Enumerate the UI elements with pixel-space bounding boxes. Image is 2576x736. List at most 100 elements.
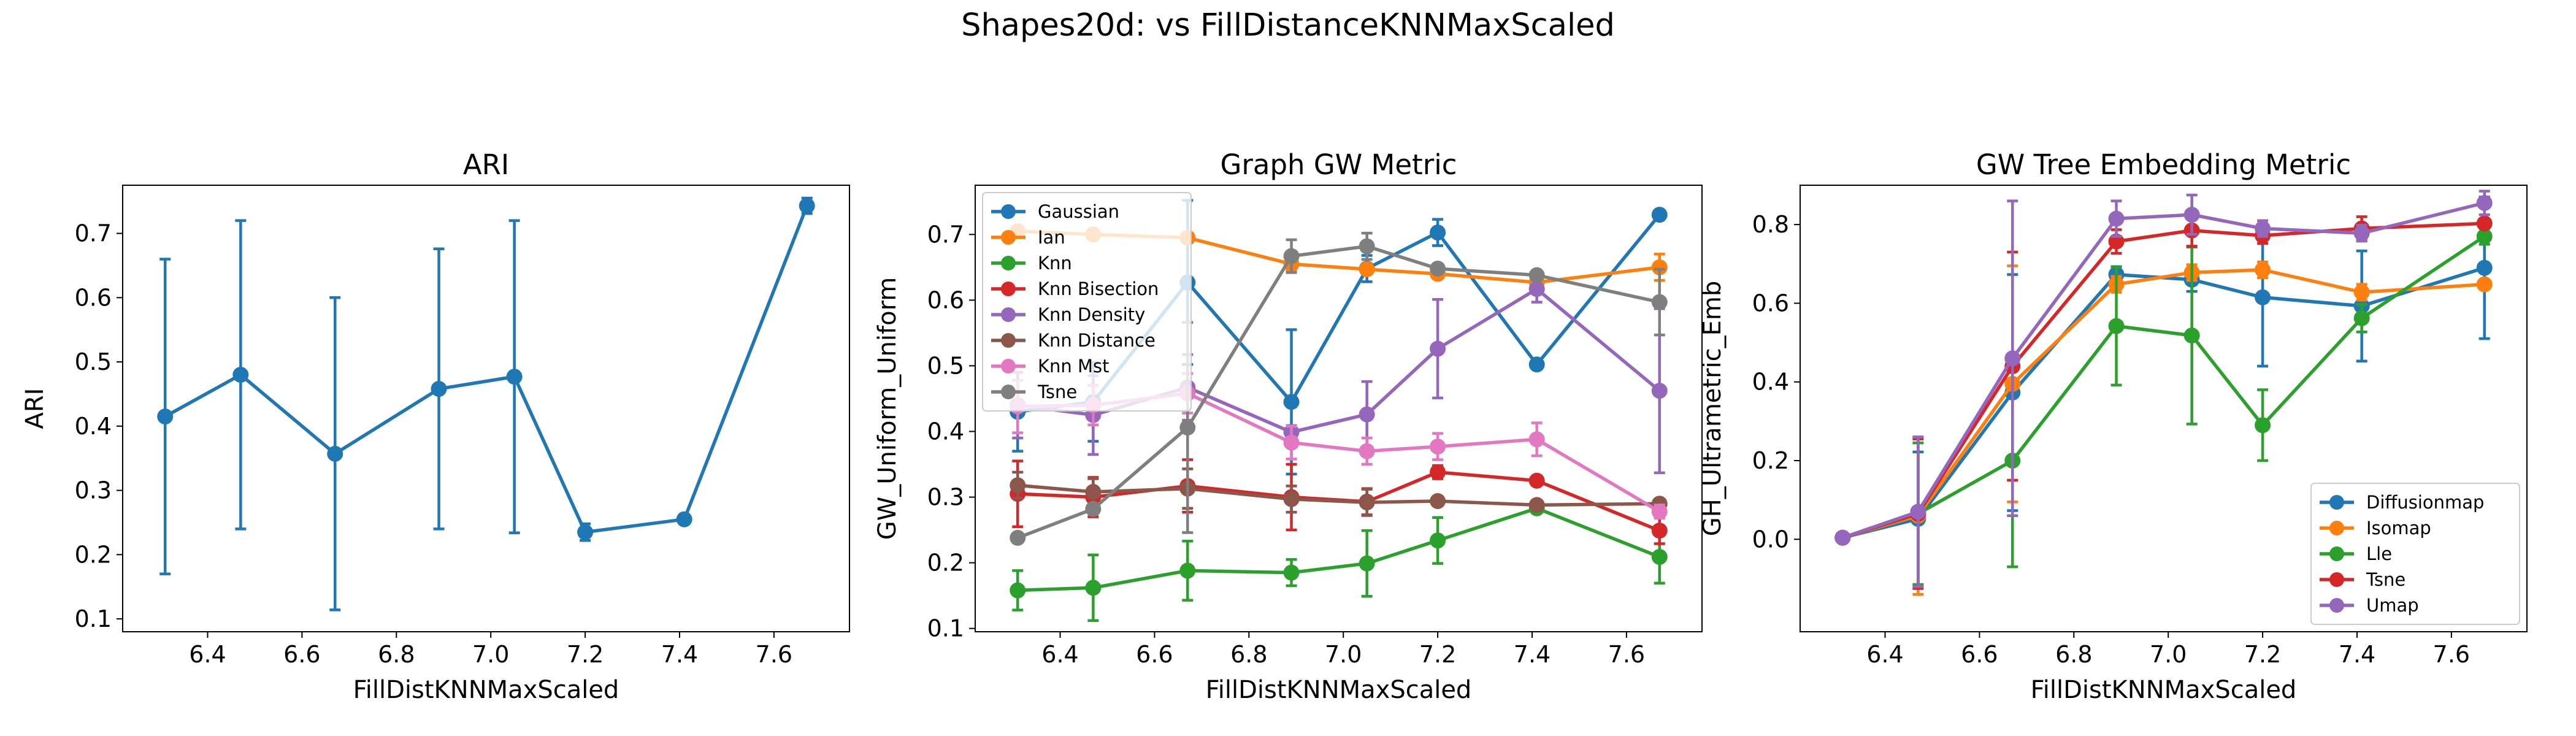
data-point [327,445,343,462]
legend-label: Knn [1038,253,1072,274]
y-tick-label: 0.3 [927,484,964,511]
series-line [1842,268,2485,540]
x-axis-label: FillDistKNNMaxScaled [2031,676,2297,704]
legend-entry: Gaussian [991,201,1119,222]
y-axis-label: ARI [21,388,49,429]
legend-label: Umap [2366,595,2419,616]
legend-marker [1001,204,1016,219]
data-point [1651,259,1668,275]
chart-title: GW Tree Embedding Metric [1976,148,2351,181]
legend-box [982,192,1192,412]
x-tick-label: 6.6 [283,641,320,668]
data-point [1430,340,1446,357]
data-point [1651,207,1668,223]
data-point [2183,207,2200,223]
legend-entry: Umap [2320,595,2419,616]
data-point [1834,529,1851,546]
chart-panel-1: ARI 6.4 6.6 6.8 7.0 7.2 7.4 7.6 0.1 0.2 0.3 0.4 0.5 0… [21,148,850,704]
data-point [2004,350,2021,367]
data-point [1085,580,1102,596]
x-tick-label: 7.0 [472,641,509,668]
legend-marker [1001,359,1016,374]
data-point [2353,284,2370,301]
series-ari [157,196,815,611]
data-point [1430,464,1446,480]
series-line [1018,506,1660,592]
legend-marker [2329,495,2344,510]
legend-label: Ian [1038,227,1065,248]
y-tick-label: 0.4 [927,418,964,445]
legend-label: Tsne [2366,569,2405,590]
x-tick-label: 7.2 [567,641,604,668]
y-tick-label: 0.8 [1752,211,1789,238]
data-point [2108,210,2125,227]
x-tick-label: 7.2 [1419,641,1456,668]
data-point [2183,328,2200,344]
x-tick-label: 6.4 [189,641,226,668]
chart-title: ARI [463,148,509,181]
legend-marker [1001,333,1016,348]
series-line [1842,235,2486,540]
legend-label: Tsne [1037,381,1077,402]
data-point [1359,494,1375,511]
data-point [1359,443,1375,459]
x-tick-label: 6.8 [2055,641,2092,668]
y-tick-label: 0.6 [75,284,112,311]
legend-marker [1001,256,1016,270]
data-point [1430,260,1446,277]
legend-marker [2329,546,2344,561]
data-point [1283,434,1300,451]
series-tsne [1010,231,1668,546]
data-point [577,524,594,540]
series-knn-distance [1010,467,1668,517]
legend-marker [1001,385,1016,399]
data-point [2255,261,2271,278]
legend-marker [2329,572,2344,587]
legend-label: Knn Bisection [1038,278,1159,299]
legend-entry: Lle [2320,543,2392,564]
y-tick-label: 0.5 [927,352,964,379]
y-tick-label: 0.2 [75,541,112,568]
data-point [1651,294,1668,310]
x-tick-label: 6.4 [1866,641,1903,668]
legend: Diffusionmap Isomap Lle Tsne Umap [2310,483,2520,625]
x-tick-label: 7.6 [2433,641,2470,668]
y-tick-label: 0.4 [75,413,112,440]
data-point [2353,225,2370,242]
legend-marker [1001,230,1016,245]
data-point [1359,406,1375,423]
x-tick-label: 6.8 [378,641,415,668]
y-tick-label: 0.6 [927,286,964,313]
data-point [1283,491,1300,507]
y-axis-label: GW_Uniform_Uniform [873,277,902,540]
chart-title: Graph GW Metric [1221,148,1457,181]
data-point [2476,228,2493,245]
data-point [1430,493,1446,509]
data-point [431,381,447,397]
axes-frame [122,185,850,632]
legend-label: Knn Density [1038,304,1145,325]
data-point [1179,420,1196,436]
y-tick-label: 0.0 [1752,526,1789,553]
x-tick-label: 7.2 [2244,641,2281,668]
x-tick-label: 6.6 [1136,641,1173,668]
data-point [1651,383,1668,399]
legend-label: Diffusionmap [2366,492,2484,513]
x-tick-label: 7.0 [1325,641,1362,668]
chart-panel-3: GW Tree Embedding Metric 6.4 6.6 6.8 7.0 7.2 7… [1698,148,2528,704]
legend-label: Lle [2366,543,2392,564]
chart-panel-2: Graph GW Metric 6.4 6.6 6.8 7.0 7.2 7.4 7.6 0.1 0… [873,148,1703,704]
data-point [1359,555,1375,572]
series-line [1842,201,2485,540]
data-point [1359,261,1375,278]
data-point [1528,356,1545,373]
data-point [1651,504,1668,520]
legend-marker [1001,307,1016,322]
data-point [2255,289,2271,305]
data-point [2476,276,2493,293]
data-point [1283,394,1300,410]
y-tick-label: 0.7 [75,220,112,247]
legend-entry: Isomap [2320,518,2431,539]
